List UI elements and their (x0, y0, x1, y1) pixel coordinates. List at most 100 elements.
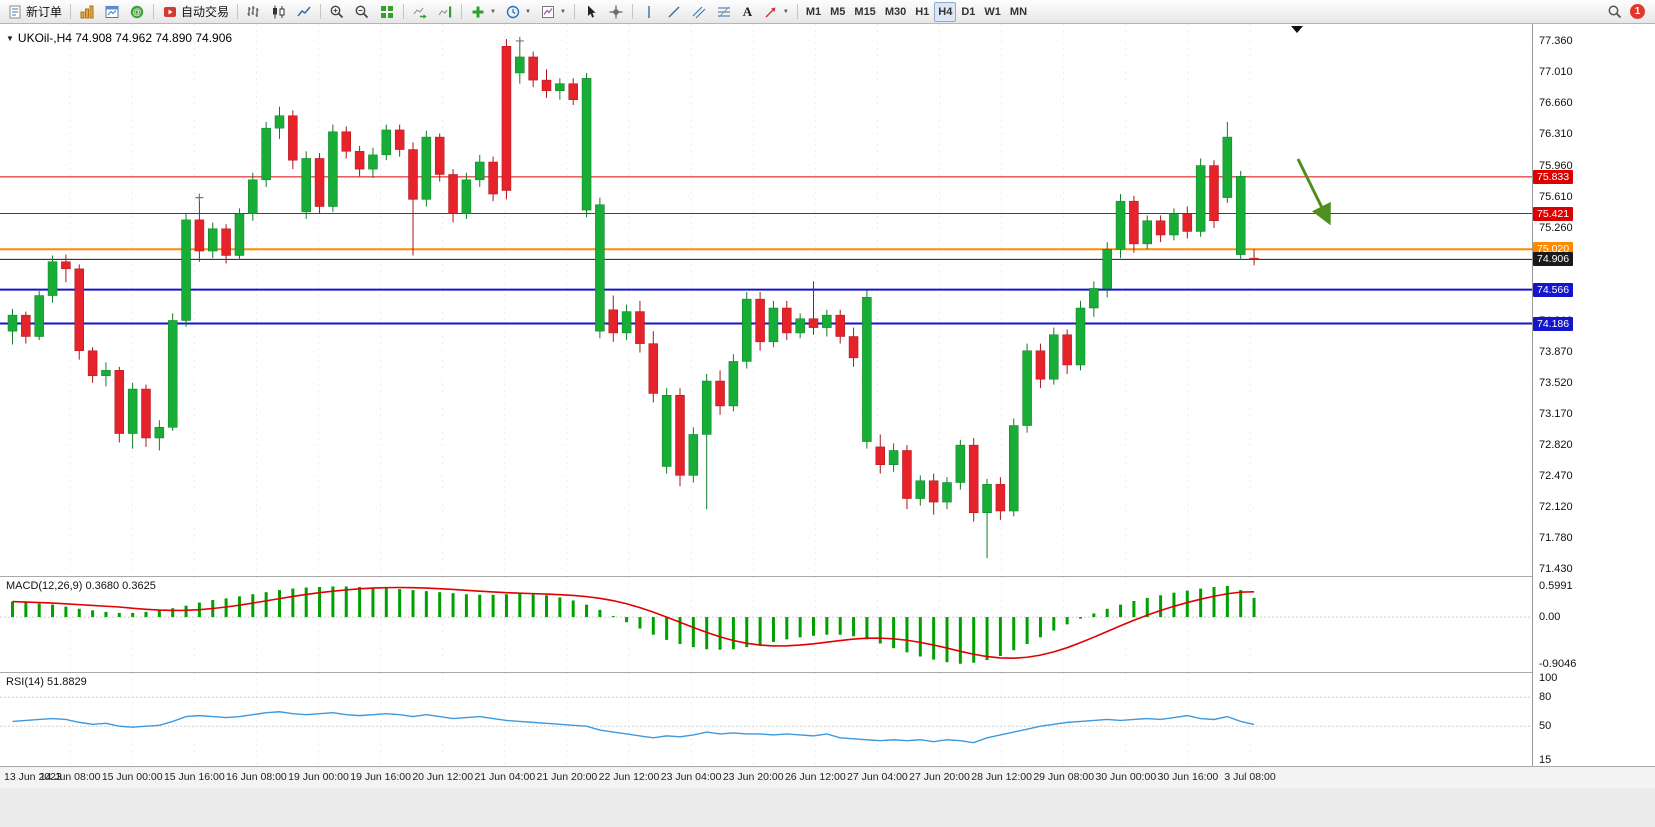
collapse-arrow-icon[interactable]: ▼ (6, 33, 14, 43)
timeframe-h1-button[interactable]: H1 (911, 2, 933, 22)
candle (408, 142, 418, 256)
bar-chart-mode-button[interactable] (242, 2, 266, 22)
zoom-out-button[interactable] (350, 2, 374, 22)
templates-button[interactable]: ▼ (536, 2, 570, 22)
candle (1142, 215, 1152, 250)
notifications-badge[interactable]: 1 (1630, 4, 1645, 19)
timeframe-m15-button[interactable]: M15 (850, 2, 879, 22)
window-bottom-filler (0, 788, 1655, 827)
time-axis-label: 3 Jul 08:00 (1224, 771, 1276, 783)
candlestick-mode-button[interactable] (267, 2, 291, 22)
fibonacci-tool-button[interactable] (712, 2, 736, 22)
time-axis-label: 19 Jun 16:00 (350, 771, 411, 783)
price-axis-label: 75.960 (1539, 159, 1573, 172)
candle (381, 124, 392, 161)
text-tool-button[interactable]: A (737, 2, 758, 22)
candle (301, 151, 311, 219)
new-order-button[interactable]: 新订单 (3, 2, 66, 22)
indicators-button[interactable]: ▼ (466, 2, 500, 22)
timeframe-mn-button[interactable]: MN (1006, 2, 1031, 22)
chart-shift-icon (437, 4, 453, 20)
auto-scroll-button[interactable] (408, 2, 432, 22)
chart-shift-button[interactable] (433, 2, 457, 22)
candle (288, 110, 298, 170)
price-axis-label: 73.870 (1539, 345, 1573, 358)
line-chart-mode-button[interactable] (292, 2, 316, 22)
chart-shift-marker[interactable] (1291, 26, 1303, 33)
candle (1222, 121, 1233, 203)
template-icon (540, 4, 556, 20)
autotrading-button[interactable]: 自动交易 (158, 2, 233, 22)
time-axis[interactable]: 13 Jun 2023 14 Jun 08:00 15 Jun 00:00 15 Ju… (0, 766, 1655, 788)
candle (1089, 281, 1099, 317)
crosshair-tool-button[interactable] (604, 2, 628, 22)
trend-arrow-annotation[interactable] (1296, 158, 1331, 226)
candle (208, 222, 218, 259)
candle (621, 304, 632, 341)
macd-pane-canvas[interactable] (0, 576, 1532, 672)
arrows-tool-button[interactable]: ▼ (759, 2, 793, 22)
candle (528, 51, 538, 88)
time-axis-label: 27 Jun 20:00 (909, 771, 970, 783)
vertical-line-tool-button[interactable] (637, 2, 661, 22)
candle (194, 197, 205, 262)
candle (1022, 343, 1032, 433)
channel-tool-button[interactable] (687, 2, 711, 22)
candle (1075, 300, 1086, 371)
timeframe-m30-button[interactable]: M30 (881, 2, 910, 22)
toolbar: 新订单 @ 自动交易 (0, 0, 1655, 24)
timeframe-h4-button[interactable]: H4 (934, 1, 957, 22)
candle (808, 281, 819, 335)
candle (74, 264, 84, 360)
candle (421, 130, 432, 207)
chart-window: ▼ UKOil-,H4 74.908 74.962 74.890 74.906 … (0, 24, 1655, 827)
pane-separator[interactable] (0, 576, 1655, 577)
price-axis-label: 73.170 (1539, 407, 1573, 420)
timeframe-d1-button[interactable]: D1 (957, 2, 979, 22)
timeframe-m1-button[interactable]: M1 (802, 2, 825, 22)
price-axis-label: 76.660 (1539, 97, 1573, 110)
candle (848, 327, 859, 367)
macd-indicator-label: MACD(12,26,9) 0.3680 0.3625 (6, 580, 156, 592)
candle (902, 445, 912, 510)
rsi-pane-canvas[interactable] (0, 672, 1532, 766)
search-icon[interactable] (1607, 4, 1623, 20)
toolbar-separator (631, 4, 633, 19)
auto-scroll-icon (412, 4, 428, 20)
time-axis-label: 19 Jun 00:00 (288, 771, 349, 783)
toolbar-separator (403, 4, 405, 19)
candle (982, 478, 992, 559)
trendline-tool-button[interactable] (662, 2, 686, 22)
timeframe-w1-button[interactable]: W1 (980, 2, 1005, 22)
candle (1209, 160, 1219, 228)
market-watch-button[interactable] (75, 2, 99, 22)
chart-title: ▼ UKOil-,H4 74.908 74.962 74.890 74.906 (6, 31, 232, 45)
price-axis[interactable]: 77.360 77.010 76.660 76.310 75.960 75.610 75.2… (1533, 24, 1655, 766)
time-axis-label: 30 Jun 16:00 (1157, 771, 1219, 783)
candle (47, 255, 58, 303)
community-button[interactable]: @ (125, 2, 149, 22)
periods-button[interactable]: ▼ (501, 2, 535, 22)
time-axis-label: 23 Jun 20:00 (722, 771, 784, 783)
new-chart-button[interactable] (100, 2, 124, 22)
cursor-tool-button[interactable] (579, 2, 603, 22)
candle (755, 291, 765, 351)
candle (888, 443, 899, 472)
price-chart-canvas[interactable] (0, 24, 1532, 576)
rsi-line (12, 711, 1255, 744)
zoom-in-button[interactable] (325, 2, 349, 22)
time-axis-label: 21 Jun 20:00 (536, 771, 598, 783)
candle (688, 427, 699, 483)
price-axis-label: 72.120 (1539, 501, 1573, 514)
macd-axis-label: 0.00 (1539, 611, 1561, 624)
timeframe-m5-button[interactable]: M5 (826, 2, 849, 22)
community-icon: @ (129, 4, 145, 20)
pane-separator[interactable] (0, 672, 1655, 673)
tile-windows-button[interactable] (375, 2, 399, 22)
candle (368, 147, 378, 179)
candle (1195, 158, 1206, 237)
candle (488, 156, 498, 202)
time-axis-label: 30 Jun 00:00 (1095, 771, 1157, 783)
candle (1115, 194, 1126, 259)
candle (501, 39, 512, 200)
